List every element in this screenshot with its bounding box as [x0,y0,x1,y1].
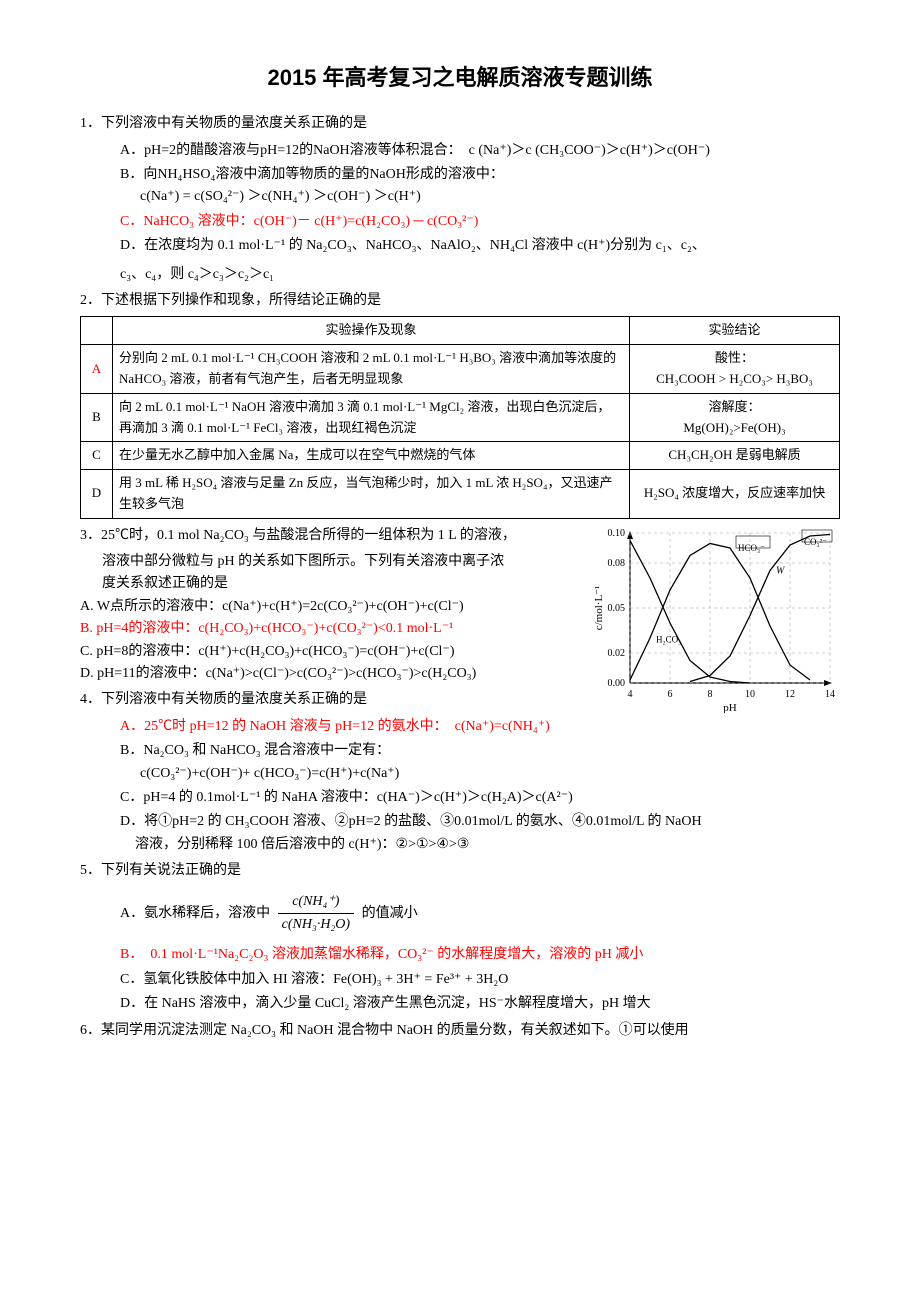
q5-A-post: 的值减小 [362,906,418,921]
page-title: 2015 年高考复习之电解质溶液专题训练 [80,60,840,95]
q3-B: B. pH=4的溶液中：c(H₂CO₃)+c(HCO₃⁻)+c(CO₃²⁻)<0… [80,618,530,640]
q1-D-line1: D．在浓度均为 0.1 mol·L⁻¹ 的 Na₂CO₃、NaHCO₃、NaAl… [120,235,840,257]
q4-D-line2: 溶液，分别稀释 100 倍后溶液中的 c(H⁺)：②>①>④>③ [135,834,840,856]
q5-stem: 5．下列有关说法正确的是 [80,860,840,882]
table-row: C 在少量无水乙醇中加入金属 Na，生成可以在空气中燃烧的气体 CH₃CH₂OH… [81,442,840,470]
fraction: c(NH₄⁺) c(NH₃·H₂O) [274,891,358,937]
svg-text:4: 4 [628,689,633,700]
row-A-concl: 酸性： CH₃COOH > H₂CO₃> H₃BO₃ [630,345,840,394]
q1-C: C．NaHCO₃ 溶液中：c(OH⁻)－ c(H⁺)=c(H₂CO₃) ─ c(… [120,211,840,233]
svg-text:6: 6 [668,689,673,700]
svg-text:12: 12 [785,689,795,700]
q4-D-line1: D．将①pH=2 的 CH₃COOH 溶液、②pH=2 的盐酸、③0.01mol… [120,811,840,833]
svg-text:0.05: 0.05 [608,603,626,614]
row-B-label: B [81,393,113,442]
table-row: B 向 2 mL 0.1 mol·L⁻¹ NaOH 溶液中滴加 3 滴 0.1 … [81,393,840,442]
q3-stem-1: 3．25℃时，0.1 mol Na₂CO₃ 与盐酸混合所得的一组体积为 1 L … [80,525,530,547]
q4-A: A．25℃时 pH=12 的 NaOH 溶液与 pH=12 的氨水中： c(Na… [120,716,840,738]
svg-text:H₂CO₃: H₂CO₃ [656,634,681,644]
q3-chart: 4 6 8 10 12 14 0.00 0.02 0.05 0.08 0.10 W H₂CO₃ HCO₃⁻… [590,523,840,713]
q5-A: A．氨水稀释后，溶液中 c(NH₄⁺) c(NH₃·H₂O) 的值减小 [120,891,840,937]
q3-A: A. W点所示的溶液中：c(Na⁺)+c(H⁺)=2c(CO₃²⁻)+c(OH⁻… [80,596,530,618]
th-blank [81,317,113,345]
svg-text:W: W [776,565,786,576]
q1-B-line1: B．向NH₄HSO₄溶液中滴加等物质的量的NaOH形成的溶液中： [120,164,840,186]
table-row: D 用 3 mL 稀 H₂SO₄ 溶液与足量 Zn 反应，当气泡稀少时，加入 1… [81,470,840,519]
q3-stem-2: 溶液中部分微粒与 pH 的关系如下图所示。下列有关溶液中离子浓 [102,551,530,573]
svg-text:14: 14 [825,689,835,700]
row-C-op: 在少量无水乙醇中加入金属 Na，生成可以在空气中燃烧的气体 [113,442,630,470]
svg-text:0.08: 0.08 [608,558,626,569]
q1-B-line2: c(Na⁺) = c(SO₄²⁻) ＞c(NH₄⁺) ＞c(OH⁻) ＞c(H⁺… [140,186,840,208]
q1-D-line2: c₃、c₄，则 c₄＞c₃＞c₂＞c₁ [120,264,840,286]
q1-A: A．pH=2的醋酸溶液与pH=12的NaOH溶液等体积混合： c (Na⁺)＞c… [120,140,840,162]
q5-C: C．氢氧化铁胶体中加入 HI 溶液：Fe(OH)₃ + 3H⁺ = Fe³⁺ +… [120,969,840,991]
q6-stem: 6．某同学用沉淀法测定 Na₂CO₃ 和 NaOH 混合物中 NaOH 的质量分… [80,1020,840,1042]
row-C-label: C [81,442,113,470]
q4-B-line1: B．Na₂CO₃ 和 NaHCO₃ 混合溶液中一定有： [120,740,840,762]
svg-text:0.02: 0.02 [608,648,626,659]
q5-A-pre: A．氨水稀释后，溶液中 [120,906,274,921]
q3-C: C. pH=8的溶液中：c(H⁺)+c(H₂CO₃)+c(HCO₃⁻)=c(OH… [80,641,530,663]
q5-B: B． 0.1 mol·L⁻¹Na₂C₂O₃ 溶液加蒸馏水稀释，CO₃²⁻ 的水解… [120,944,840,966]
row-A-op: 分别向 2 mL 0.1 mol·L⁻¹ CH₃COOH 溶液和 2 mL 0.… [113,345,630,394]
svg-text:8: 8 [708,689,713,700]
q2-stem: 2．下述根据下列操作和现象，所得结论正确的是 [80,290,840,312]
frac-num: c(NH₄⁺) [278,891,354,914]
frac-den: c(NH₃·H₂O) [278,914,354,936]
q3-D: D. pH=11的溶液中：c(Na⁺)>c(Cl⁻)>c(CO₃²⁻)>c(HC… [80,663,530,685]
row-D-label: D [81,470,113,519]
row-D-op: 用 3 mL 稀 H₂SO₄ 溶液与足量 Zn 反应，当气泡稀少时，加入 1 m… [113,470,630,519]
svg-text:10: 10 [745,689,755,700]
table-header-row: 实验操作及现象 实验结论 [81,317,840,345]
q4-B-line2: c(CO₃²⁻)+c(OH⁻)+ c(HCO₃⁻)=c(H⁺)+c(Na⁺) [140,763,840,785]
q5-D: D．在 NaHS 溶液中，滴入少量 CuCl₂ 溶液产生黑色沉淀，HS⁻水解程度… [120,993,840,1015]
svg-text:pH: pH [723,702,737,713]
th-concl: 实验结论 [630,317,840,345]
row-B-concl: 溶解度： Mg(OH)₂>Fe(OH)₃ [630,393,840,442]
th-op: 实验操作及现象 [113,317,630,345]
row-D-concl: H₂SO₄ 浓度增大，反应速率加快 [630,470,840,519]
q2-table: 实验操作及现象 实验结论 A 分别向 2 mL 0.1 mol·L⁻¹ CH₃C… [80,316,840,518]
row-B-op: 向 2 mL 0.1 mol·L⁻¹ NaOH 溶液中滴加 3 滴 0.1 mo… [113,393,630,442]
svg-text:HCO₃⁻: HCO₃⁻ [738,543,765,553]
svg-text:c/mol·L⁻¹: c/mol·L⁻¹ [593,585,605,630]
svg-text:0.00: 0.00 [608,678,626,689]
svg-text:CO₃²⁻: CO₃²⁻ [804,537,827,547]
row-C-concl: CH₃CH₂OH 是弱电解质 [630,442,840,470]
row-A-label: A [81,345,113,394]
table-row: A 分别向 2 mL 0.1 mol·L⁻¹ CH₃COOH 溶液和 2 mL … [81,345,840,394]
q1-stem: 1．下列溶液中有关物质的量浓度关系正确的是 [80,113,840,135]
svg-text:0.10: 0.10 [608,528,626,539]
q3-stem-3: 度关系叙述正确的是 [102,573,530,595]
q4-C: C．pH=4 的 0.1mol·L⁻¹ 的 NaHA 溶液中：c(HA⁻)＞c(… [120,787,840,809]
